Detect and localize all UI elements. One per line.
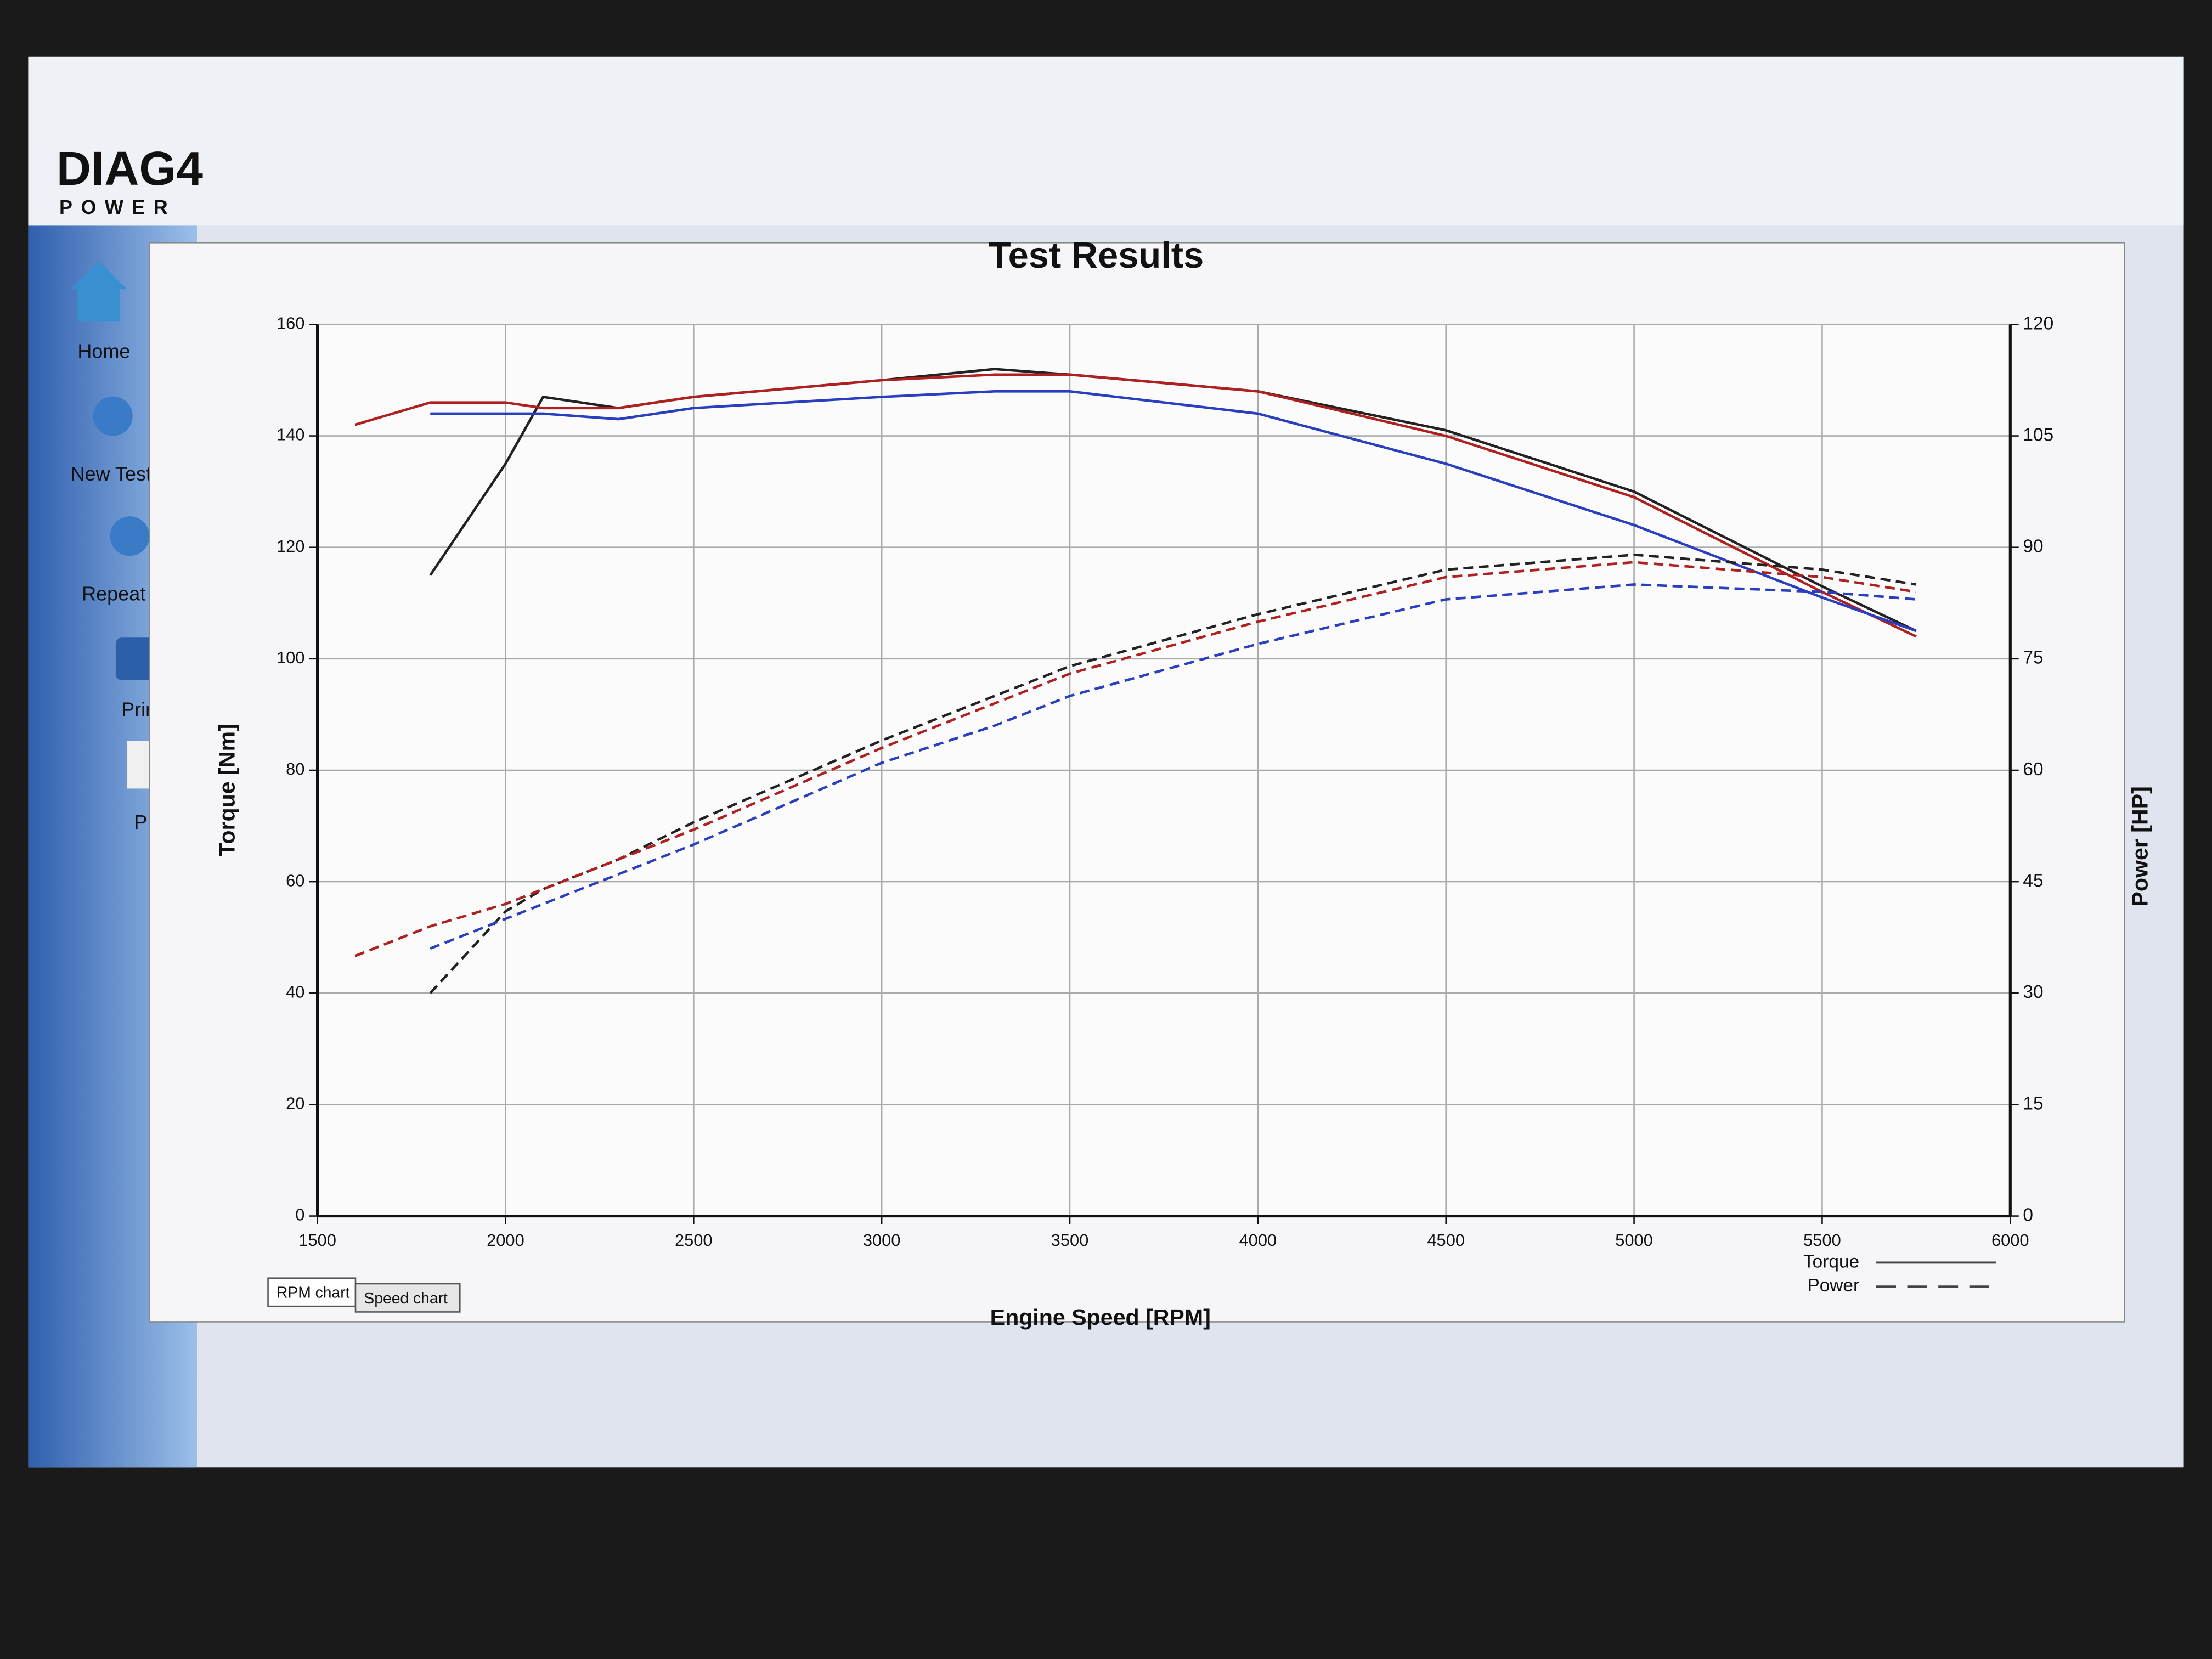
x-tick-label: 5500 — [1803, 1231, 1841, 1250]
home-icon[interactable] — [70, 261, 127, 322]
x-tick-label: 3500 — [1051, 1231, 1089, 1250]
plot: 1500 2000 2500 3000 3500 4000 4500 5000 5500 6000… — [276, 313, 2053, 1296]
y-tick-label: 100 — [276, 648, 304, 667]
x-tick-label: 2500 — [675, 1231, 713, 1250]
x-tick-label: 3000 — [863, 1231, 901, 1250]
header — [28, 56, 2184, 226]
menu-item[interactable]: Home — [77, 340, 130, 362]
y2-tick-label: 15 — [2023, 1093, 2043, 1114]
x-tick-label: 1500 — [298, 1231, 336, 1250]
tab-label[interactable]: RPM chart — [276, 1283, 350, 1301]
y-tick-label: 160 — [276, 314, 304, 333]
y2-tick-label: 105 — [2023, 425, 2053, 445]
torque-line — [429, 368, 1917, 633]
y-tick-label: 0 — [295, 1205, 304, 1224]
y2-tick-label: 0 — [2023, 1205, 2033, 1225]
y-tick-label: 120 — [276, 537, 304, 556]
y2-tick-label: 45 — [2023, 871, 2043, 891]
x-tick-label: 2000 — [487, 1231, 524, 1250]
tabs: RPM chart Speed chart — [267, 1277, 461, 1313]
y2-axis-label: Power [HP] — [2127, 786, 2152, 906]
logo-sub: POWER — [59, 196, 176, 218]
y2-tick-label: 120 — [2023, 313, 2053, 334]
legend-label: Power — [1807, 1276, 1859, 1296]
y-tick-label: 80 — [286, 759, 304, 778]
x-tick-label: 6000 — [1991, 1231, 2029, 1250]
repeat-icon[interactable] — [110, 516, 150, 556]
x-axis-label: Engine Speed [RPM] — [990, 1305, 1211, 1330]
x-tick-label: 4000 — [1239, 1231, 1277, 1250]
torque-line — [430, 390, 1917, 633]
menu-item[interactable]: New Test — [71, 462, 151, 485]
chart-title: Test Results — [989, 235, 1204, 276]
x-tick-label: 5000 — [1615, 1231, 1653, 1250]
power-line — [429, 553, 1917, 994]
y2-tick-label: 90 — [2023, 537, 2043, 557]
menu-item[interactable]: Repeat — [82, 583, 145, 605]
tab[interactable] — [354, 1283, 461, 1313]
tab[interactable] — [267, 1277, 357, 1307]
y2-tick-label: 75 — [2023, 648, 2043, 668]
logo: DIAG4 — [57, 142, 204, 195]
x-tick-label: 4500 — [1427, 1231, 1465, 1250]
torque-line — [354, 373, 1917, 638]
y-tick-label: 60 — [286, 871, 304, 890]
y-tick-label: 40 — [286, 982, 304, 1001]
test-icon[interactable] — [93, 396, 133, 436]
y2-tick-label: 30 — [2023, 982, 2043, 1002]
y-tick-label: 20 — [286, 1094, 304, 1113]
power-line — [354, 561, 1917, 957]
power-line — [430, 583, 1917, 950]
y-tick-label: 140 — [276, 425, 304, 444]
y2-tick-label: 60 — [2023, 759, 2043, 780]
y-axis-label: Torque [Nm] — [214, 724, 239, 856]
legend-label: Torque — [1803, 1251, 1859, 1272]
tab-label[interactable]: Speed chart — [364, 1289, 448, 1307]
